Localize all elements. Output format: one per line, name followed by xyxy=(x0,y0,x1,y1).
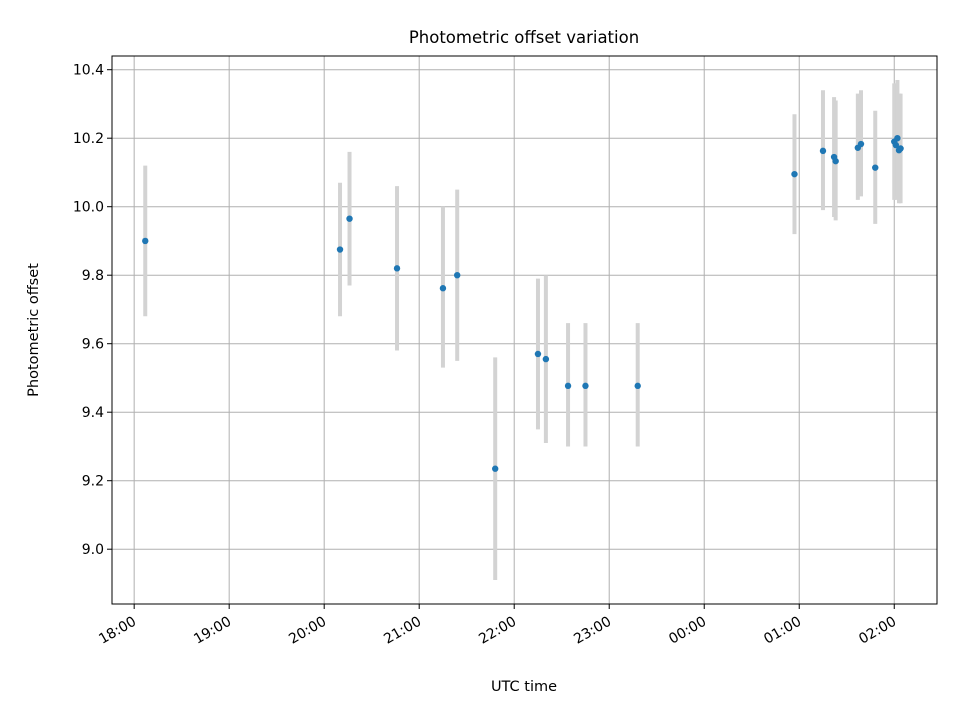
data-point xyxy=(892,141,900,149)
y-tick-label: 9.2 xyxy=(82,474,104,490)
y-tick-label: 9.6 xyxy=(82,337,104,353)
data-point xyxy=(819,147,827,155)
grid-layer xyxy=(112,56,937,604)
y-tick-label: 9.8 xyxy=(82,268,104,284)
data-point xyxy=(492,465,499,472)
data-point xyxy=(872,164,879,171)
y-tick-label: 9.0 xyxy=(82,542,104,558)
data-point xyxy=(894,135,901,142)
data-point xyxy=(439,285,447,292)
plot-area-frame xyxy=(111,55,938,605)
y-tick-layer: 9.0 9.2 9.4 9.6 9.8 10.0 10.2 10.4 xyxy=(73,63,112,558)
y-tick-label: 10.2 xyxy=(73,131,104,147)
data-point xyxy=(857,140,865,148)
data-point xyxy=(564,382,572,390)
data-point xyxy=(346,215,353,222)
data-point xyxy=(897,145,904,152)
data-point xyxy=(582,382,589,390)
data-point xyxy=(534,350,542,358)
y-tick-label: 10.0 xyxy=(73,200,104,216)
point-layer xyxy=(142,135,904,472)
data-point xyxy=(634,382,641,390)
chart-title: Photometric offset variation xyxy=(409,28,639,47)
data-point xyxy=(393,265,401,272)
data-point xyxy=(542,355,550,363)
data-point xyxy=(336,246,344,253)
data-point xyxy=(454,272,461,279)
data-point xyxy=(791,170,798,178)
y-tick-label: 10.4 xyxy=(73,63,104,79)
y-axis-label: Photometric offset xyxy=(26,263,42,397)
y-tick-label: 9.4 xyxy=(82,405,104,421)
data-point xyxy=(142,237,149,245)
x-axis-label: UTC time xyxy=(491,679,557,695)
data-point xyxy=(832,157,839,165)
